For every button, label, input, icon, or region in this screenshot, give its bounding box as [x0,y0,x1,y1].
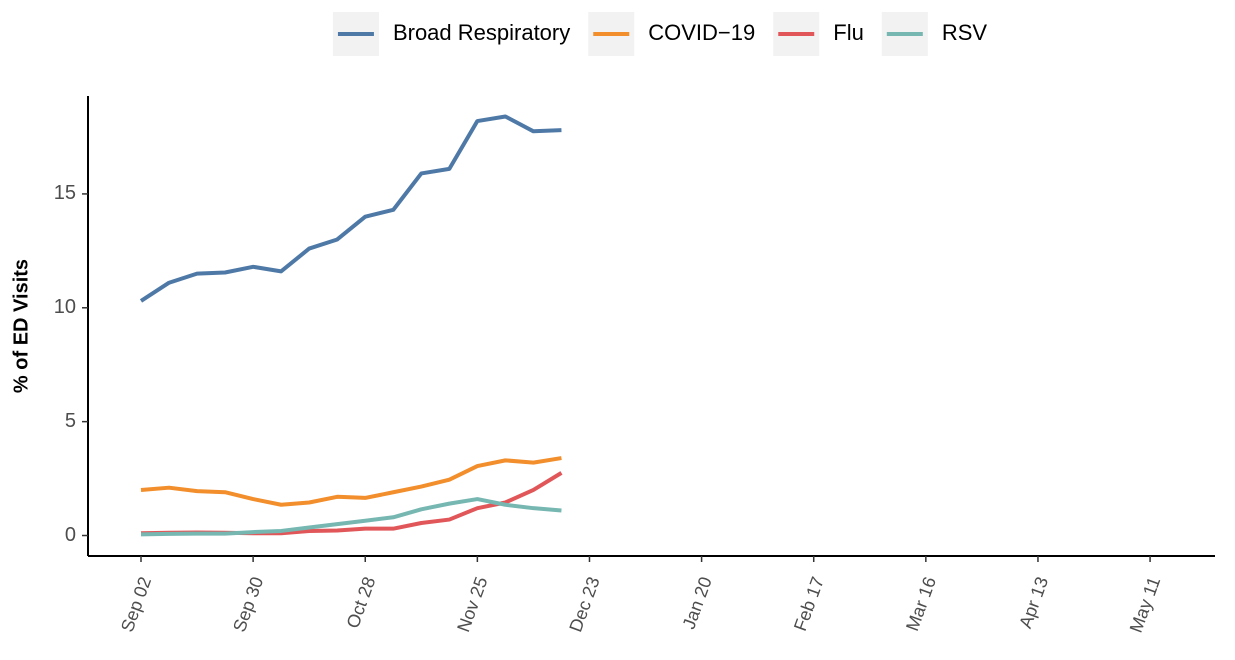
y-tick-label: 10 [54,296,76,318]
series-line [140,456,562,507]
x-tick-label: Sep 30 [229,574,267,634]
legend-label: COVID−19 [648,20,755,45]
y-tick-label: 15 [54,182,76,204]
x-tick-label: Apr 13 [1015,574,1052,631]
x-tick-label: Sep 02 [117,574,155,634]
y-tick-label: 5 [65,410,76,432]
x-tick-label: May 11 [1126,574,1165,635]
legend-label: Flu [833,20,864,45]
series-line [140,497,562,537]
x-tick-label: Dec 23 [565,574,603,634]
x-tick-label: Nov 25 [453,574,491,634]
x-tick-label: Feb 17 [790,574,828,634]
series-line [139,114,562,303]
x-tick-label: Mar 16 [902,574,940,633]
x-tick-label: Jan 20 [679,574,716,632]
legend-label: RSV [942,20,988,45]
y-axis-title: % of ED Visits [10,259,32,393]
x-tick-label: Oct 28 [343,574,380,631]
y-tick-label: 0 [65,524,76,546]
legend-label: Broad Respiratory [393,20,570,45]
